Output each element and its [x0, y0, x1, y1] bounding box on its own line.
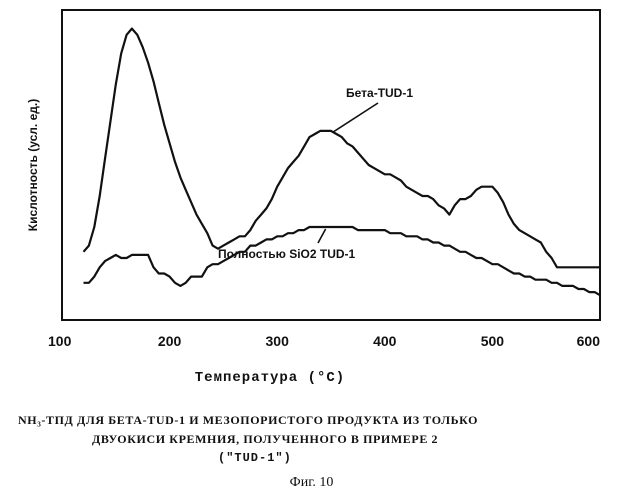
annotation-label-2: Полностью SiO2 TUD-1	[218, 247, 356, 261]
x-ticks: 100 200 300 400 500 600	[48, 333, 600, 349]
series-line-2	[84, 227, 601, 295]
annotation-leader-2	[318, 229, 326, 243]
figure-label: Фиг. 10	[0, 475, 623, 491]
x-tick-label-300: 300	[266, 333, 290, 349]
x-tick-label-500: 500	[481, 333, 505, 349]
y-axis-label: Кислотность (усл. ед.)	[26, 99, 40, 231]
x-tick-label-200: 200	[158, 333, 182, 349]
x-tick-label-400: 400	[373, 333, 397, 349]
annotation-label-1: Бета-TUD-1	[346, 86, 413, 100]
caption-line-2: ДВУОКИСИ КРЕМНИЯ, ПОЛУЧЕННОГО В ПРИМЕРЕ …	[92, 432, 438, 447]
series-line-1	[84, 29, 601, 268]
x-tick-label-600: 600	[577, 333, 601, 349]
caption-line-1: NH₃-ТПД ДЛЯ БЕТА-TUD-1 И МЕЗОПОРИСТОГО П…	[18, 413, 478, 428]
annotation-leader-1	[333, 103, 378, 132]
x-axis-label: Температура (°C)	[150, 370, 390, 386]
x-tick-label-100: 100	[48, 333, 72, 349]
caption-line-3: ("TUD-1")	[218, 451, 292, 465]
chart: 100 200 300 400 500 600 Бета-TUD-1 Полностью S…	[0, 0, 623, 380]
